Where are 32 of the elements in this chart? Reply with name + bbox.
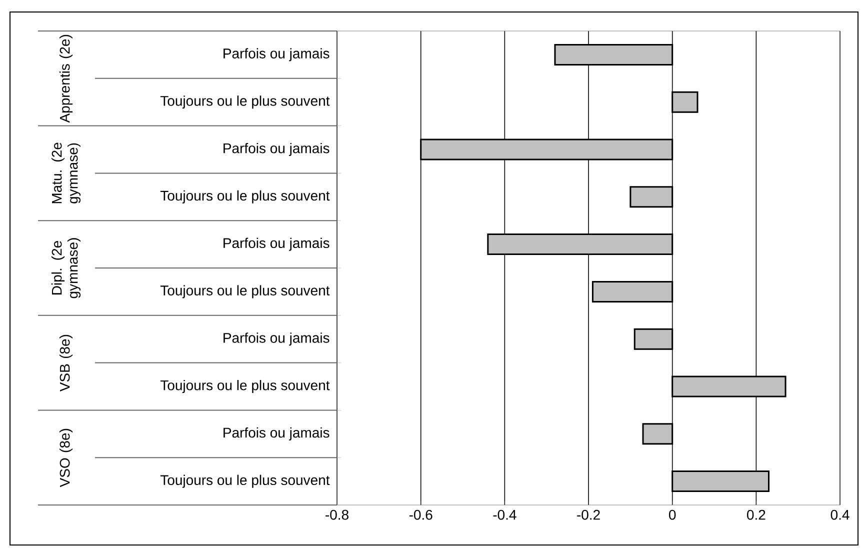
text: Matu. (2e gymnase) [51, 142, 81, 204]
y-tick-label: Toujours ou le plus souvent [160, 474, 330, 488]
x-tick-label: 0.2 [747, 510, 766, 520]
y-tick-label: Parfois ou jamais [224, 238, 330, 251]
bar [672, 91, 698, 113]
y-tick-label: Parfois ou jamais [224, 142, 330, 156]
x-tick-label: -0.4 [493, 510, 516, 520]
bar [554, 44, 674, 66]
bar [642, 423, 674, 445]
bar [672, 470, 770, 492]
text: Apprentis (2e) [59, 34, 73, 123]
y-tick-label: Toujours ou le plus souvent [160, 190, 330, 204]
bar [634, 328, 674, 350]
text: Dipl. (2e gymnase) [51, 238, 81, 298]
y-tick-label: Parfois ou jamais [224, 427, 330, 440]
y-tick-label: Parfois ou jamais [224, 332, 330, 346]
bar [672, 376, 786, 398]
text: VSO (8e) [59, 428, 73, 488]
y-tick-label: Toujours ou le plus souvent [160, 96, 330, 109]
y-tick-label: Parfois ou jamais [224, 48, 330, 62]
x-tick-label: -0.2 [577, 510, 600, 520]
x-tick-label: -0.6 [409, 510, 432, 520]
bar [630, 186, 674, 208]
bar [592, 280, 674, 302]
y-tick-label: Toujours ou le plus souvent [160, 285, 330, 298]
text: VSB (8e) [59, 334, 73, 392]
x-tick-label: 0.4 [830, 510, 850, 520]
bar [420, 138, 674, 160]
y-tick-label: Toujours ou le plus souvent [160, 380, 330, 394]
x-tick-label: 0 [669, 510, 676, 520]
bar [487, 234, 674, 256]
x-tick-label: -0.8 [326, 510, 348, 520]
